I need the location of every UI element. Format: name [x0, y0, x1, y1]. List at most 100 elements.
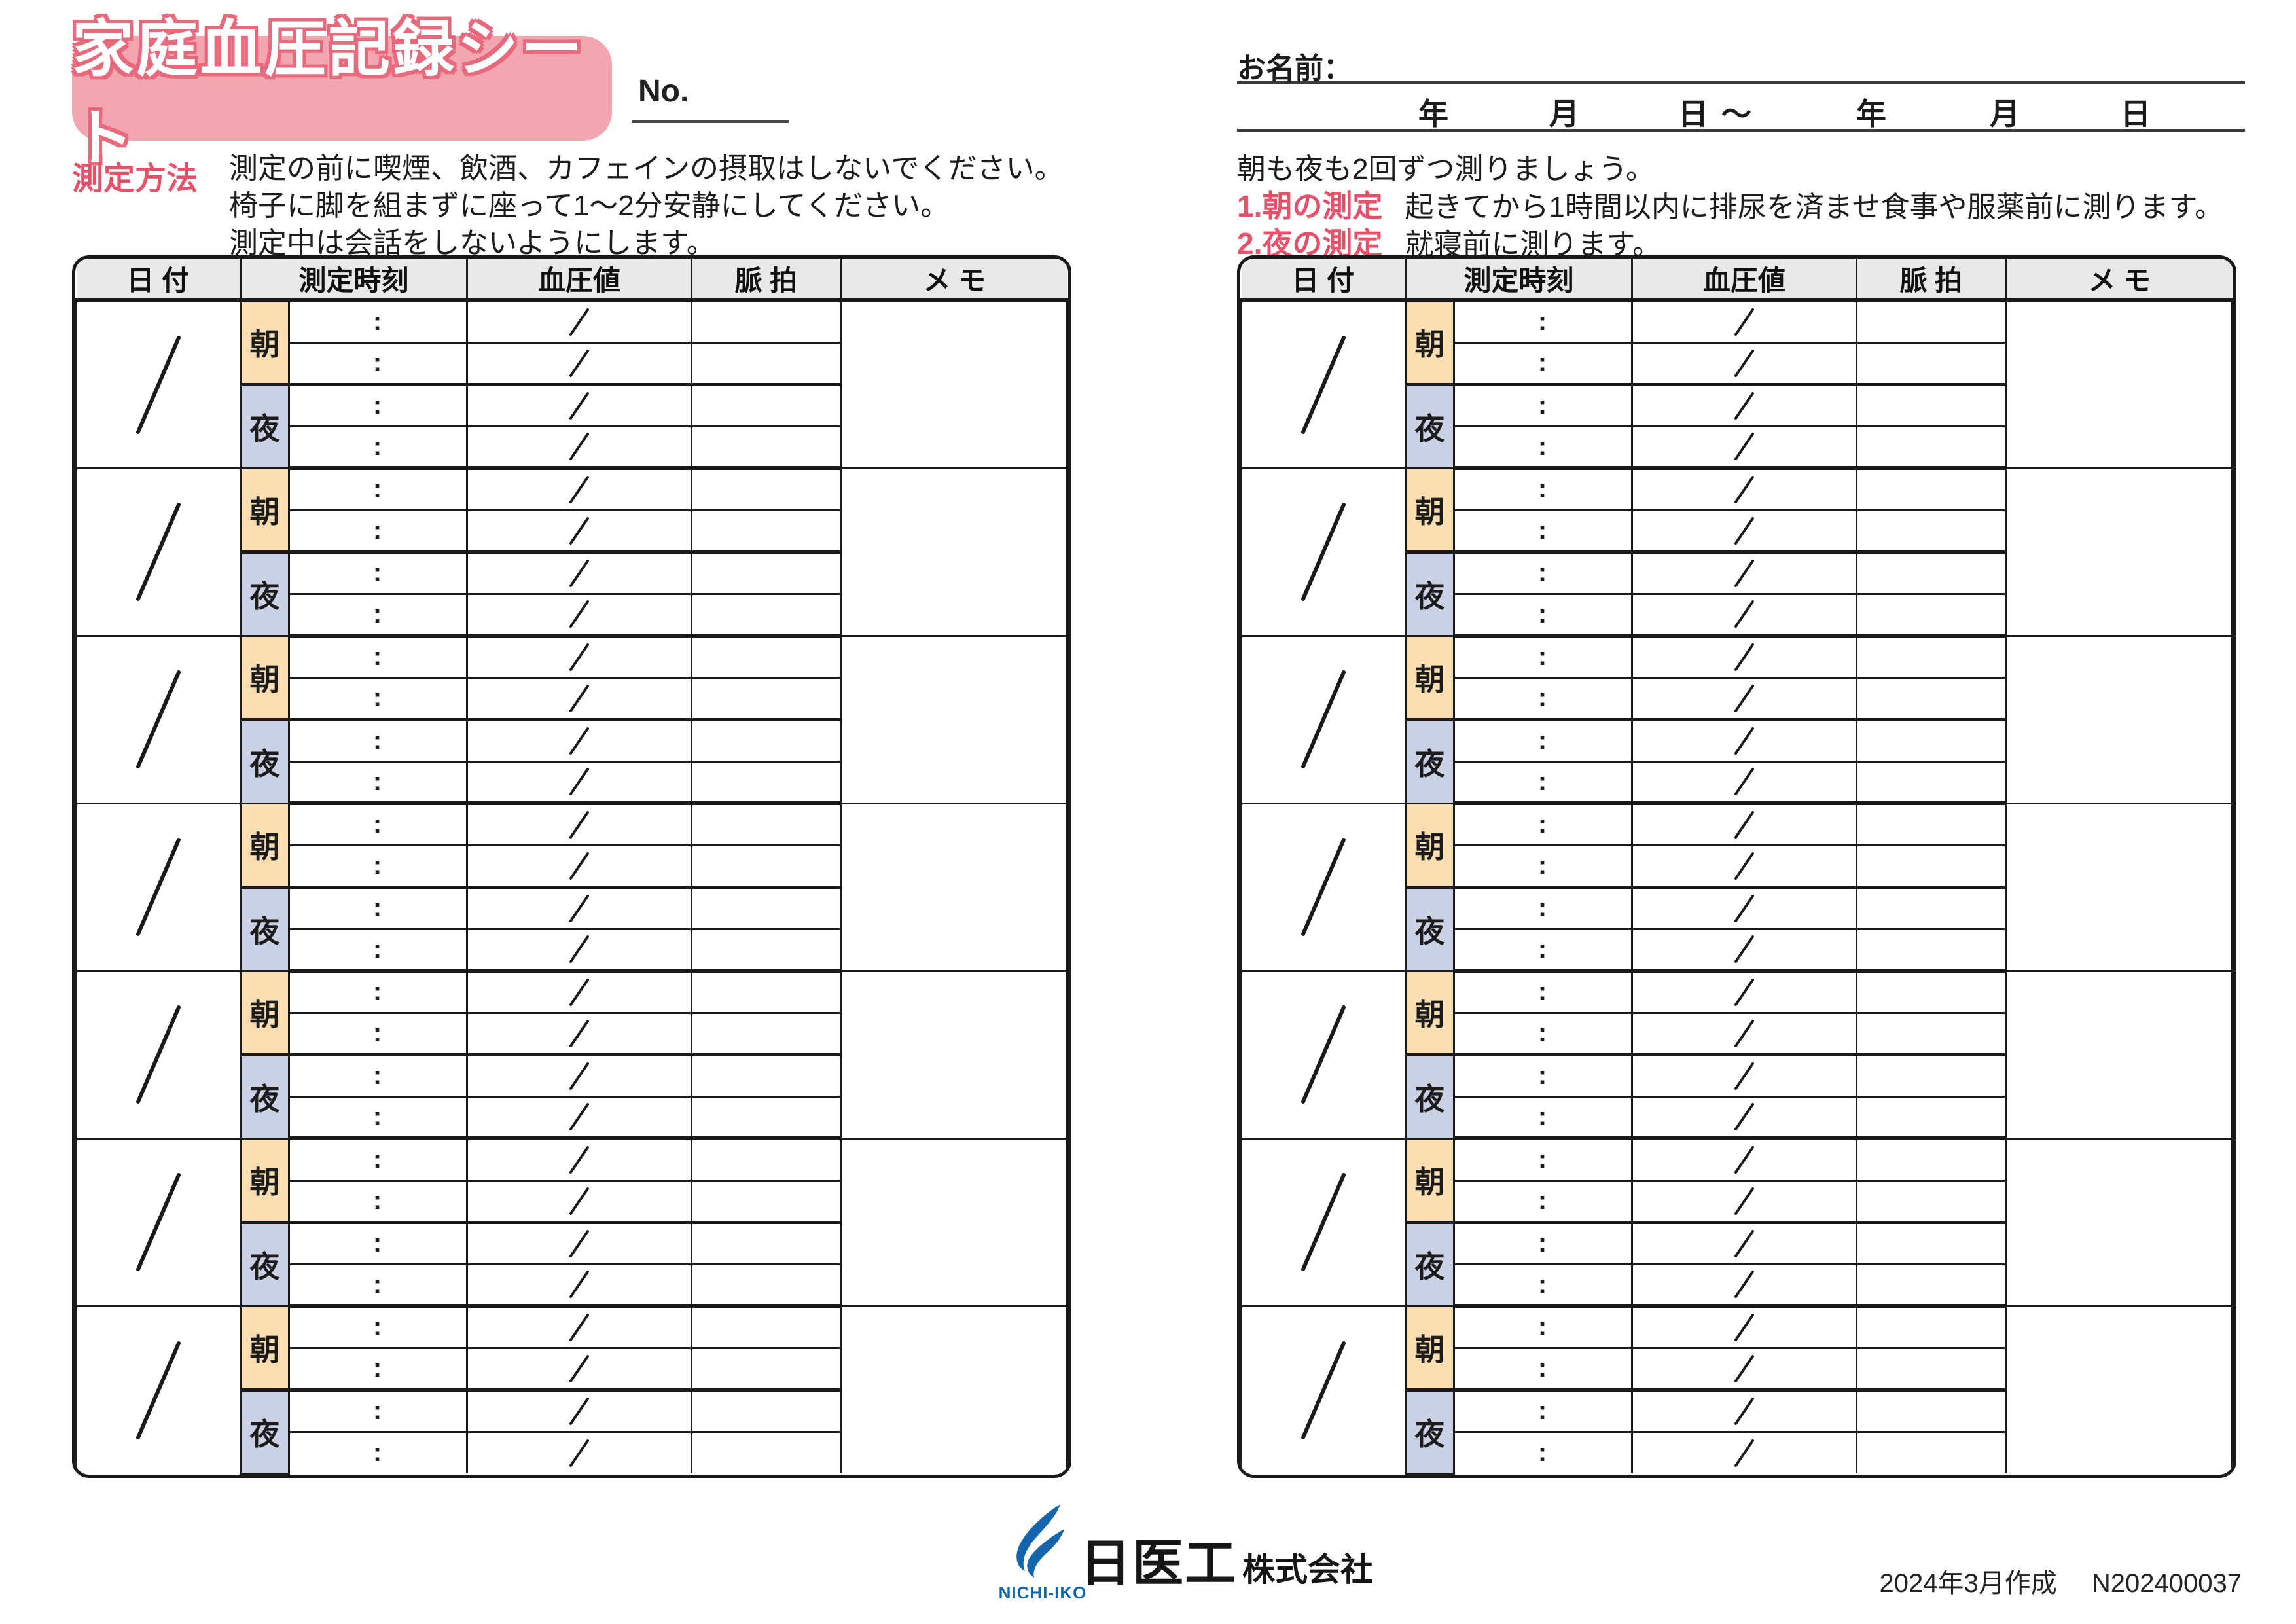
- bp-value-cell: [465, 1179, 692, 1224]
- day-group-row: 朝:: [1240, 1305, 2233, 1473]
- time-cell: :: [1453, 802, 1633, 846]
- bp-value-cell: [1630, 676, 1857, 721]
- morning-label-cell: 朝: [239, 802, 291, 889]
- bp-slash-icon: [1734, 1354, 1754, 1382]
- day-group-row: 朝:: [1240, 969, 2233, 1140]
- bp-slash-icon: [569, 1062, 589, 1090]
- bp-slash-icon: [1734, 391, 1754, 420]
- pulse-cell: [690, 383, 842, 427]
- bp-value-cell: [1630, 1095, 1857, 1140]
- bp-value-cell: [465, 844, 692, 889]
- bp-slash-icon: [1734, 308, 1754, 336]
- time-cell: :: [288, 802, 468, 846]
- time-cell: :: [1453, 760, 1633, 805]
- memo-cell: [839, 299, 1068, 469]
- day-group-row: 朝:: [1240, 1137, 2233, 1307]
- morning-label-cell: 朝: [1404, 969, 1456, 1056]
- bp-slash-icon: [569, 475, 589, 503]
- day-group-row: 朝:: [75, 634, 1068, 804]
- pulse-cell: [690, 592, 842, 638]
- bp-value-cell: [1630, 802, 1857, 846]
- day-group-row: 朝:: [75, 1137, 1068, 1307]
- bp-value-cell: [465, 1263, 692, 1308]
- pulse-cell: [1855, 760, 2007, 805]
- bp-value-cell: [465, 760, 692, 805]
- time-cell: :: [1453, 592, 1633, 638]
- bp-value-cell: [1630, 634, 1857, 679]
- pulse-cell: [1855, 969, 2007, 1014]
- morning-label-cell: 朝: [1404, 802, 1456, 889]
- bp-value-cell: [1630, 509, 1857, 554]
- col-header-memo: メ モ: [2004, 259, 2233, 302]
- bp-slash-icon: [1734, 1103, 1754, 1131]
- bp-slash-icon: [569, 852, 589, 880]
- bp-slash-icon: [569, 433, 589, 461]
- bp-value-cell: [465, 634, 692, 679]
- date-cell: [1240, 467, 1407, 637]
- time-cell: :: [288, 634, 468, 679]
- bp-value-cell: [1630, 1137, 1857, 1182]
- day-group-row: 朝:: [75, 1305, 1068, 1473]
- note-morning: 1.朝の測定 起きてから1時間以内に排尿を済ませ食事や服薬前に測ります。: [1237, 183, 2223, 226]
- time-cell: :: [1453, 1263, 1633, 1308]
- col-header-time: 測定時刻: [1404, 259, 1633, 302]
- time-cell: :: [1453, 550, 1633, 595]
- night-label-cell: 夜: [1404, 383, 1456, 469]
- bp-value-cell: [1630, 760, 1857, 805]
- bp-value-cell: [465, 425, 692, 470]
- morning-label-cell: 朝: [1404, 299, 1456, 386]
- pulse-cell: [690, 676, 842, 721]
- pulse-cell: [690, 1179, 842, 1224]
- pulse-cell: [1855, 1221, 2007, 1265]
- no-label: No.: [638, 74, 689, 109]
- method-instructions: 測定の前に喫煙、飲酒、カフェインの摂取はしないでください。 椅子に脚を組まずに座…: [229, 150, 1064, 262]
- bp-value-cell: [465, 676, 692, 721]
- note-night: 2.夜の測定 就寝前に測ります。: [1237, 220, 1661, 263]
- morning-label-cell: 朝: [239, 299, 291, 386]
- method-line: 測定の前に喫煙、飲酒、カフェインの摂取はしないでください。: [229, 153, 1064, 185]
- date-slash-icon: [1300, 670, 1346, 768]
- header-row: 日 付測定時刻 血圧値脈 拍メ モ: [76, 259, 1067, 302]
- bp-slash-icon: [1734, 1397, 1754, 1425]
- time-cell: :: [288, 1305, 468, 1349]
- table-row: 夜:: [1242, 383, 2233, 469]
- bp-slash-icon: [569, 1146, 589, 1174]
- pulse-cell: [1855, 718, 2007, 763]
- time-cell: :: [1453, 1095, 1633, 1140]
- bp-value-cell: [1630, 718, 1857, 763]
- bp-slash-icon: [1734, 935, 1754, 964]
- day-group-row: 朝:: [1240, 467, 2233, 637]
- memo-cell: [839, 1137, 1068, 1307]
- time-cell: :: [1453, 886, 1633, 930]
- pulse-cell: [690, 928, 842, 973]
- time-cell: :: [1453, 634, 1633, 679]
- memo-cell: [2004, 969, 2233, 1140]
- col-header-bp: 血圧値: [465, 259, 692, 302]
- date-slash-icon: [135, 1341, 181, 1439]
- time-cell: :: [1453, 676, 1633, 721]
- time-cell: :: [1453, 299, 1633, 344]
- pulse-cell: [690, 1137, 842, 1182]
- time-cell: :: [1453, 718, 1633, 763]
- pulse-cell: [690, 467, 842, 511]
- bp-value-cell: [465, 1053, 692, 1098]
- date-cell: [75, 634, 242, 804]
- pulse-cell: [690, 886, 842, 930]
- pulse-cell: [1855, 1346, 2007, 1392]
- pulse-cell: [1855, 509, 2007, 554]
- pulse-cell: [1855, 1053, 2007, 1098]
- date-cell: [1240, 634, 1407, 804]
- morning-label-cell: 朝: [239, 467, 291, 554]
- bp-value-cell: [465, 1011, 692, 1056]
- pulse-cell: [690, 718, 842, 763]
- time-cell: :: [1453, 509, 1633, 554]
- bp-slash-icon: [569, 643, 589, 671]
- method-heading: 測定方法: [72, 162, 198, 196]
- bp-record-table-left: 日 付測定時刻 血圧値脈 拍メ モ朝::夜::朝::夜::朝::夜::朝::夜::…: [72, 255, 1071, 1478]
- time-cell: :: [288, 509, 468, 554]
- bp-value-cell: [1630, 383, 1857, 427]
- bp-value-cell: [1630, 1263, 1857, 1308]
- table-row: :: [77, 1011, 1067, 1056]
- date-slash-icon: [135, 670, 181, 768]
